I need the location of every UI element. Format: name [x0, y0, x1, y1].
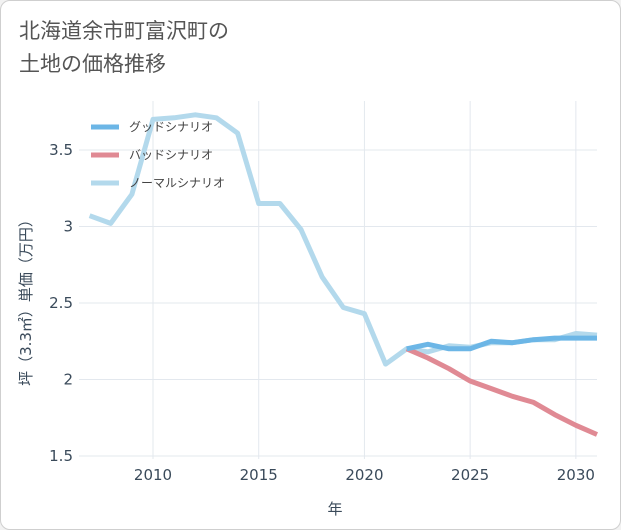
y-tick-label-2: 2 — [63, 370, 73, 388]
plot-area — [79, 101, 597, 459]
chart-title-line-2: 土地の価格推移 — [19, 52, 166, 76]
y-tick-label-3.5: 3.5 — [49, 141, 73, 159]
x-tick-label-2015: 2015 — [240, 466, 278, 484]
chart-title: 北海道余市町富沢町の 土地の価格推移 — [19, 15, 229, 81]
x-tick-label-2020: 2020 — [345, 466, 383, 484]
x-tick-label-2030: 2030 — [557, 466, 595, 484]
y-tick-label-3: 3 — [63, 217, 73, 235]
series-line-good — [406, 335, 597, 352]
x-tick-labels: 2010 2015 2020 2025 2030 — [134, 466, 595, 484]
legend-label-2: ノーマルシナリオ — [129, 176, 225, 190]
x-tick-label-2010: 2010 — [134, 466, 172, 484]
series-lines — [88, 112, 598, 437]
y-tick-label-1.5: 1.5 — [49, 447, 73, 465]
x-tick-label-2025: 2025 — [451, 466, 489, 484]
legend-label-0: グッドシナリオ — [129, 120, 213, 134]
legend-label-1: バッドシナリオ — [129, 148, 213, 162]
series-line-bad — [405, 346, 598, 437]
y-tick-labels: 1.5 2 2.5 3 3.5 — [49, 141, 73, 465]
x-axis-label: 年 — [327, 500, 342, 518]
y-tick-label-2.5: 2.5 — [49, 294, 73, 312]
y-axis-label: 坪（3.3㎡）単価（万円） — [17, 212, 35, 386]
chart-title-line-1: 北海道余市町富沢町の — [19, 19, 229, 43]
